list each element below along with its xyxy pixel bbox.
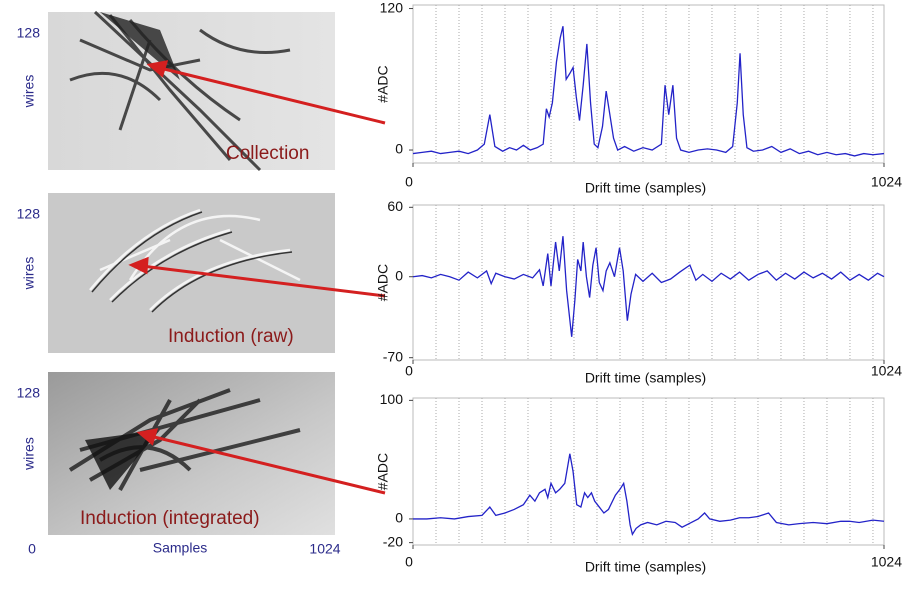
detector-image: [48, 372, 335, 535]
x-axis-label: Drift time (samples): [585, 559, 706, 575]
detector-image: [48, 10, 335, 172]
y-max-label: 128: [17, 25, 41, 41]
x-axis-label: Drift time (samples): [585, 370, 706, 386]
y-max-label: 128: [17, 206, 41, 222]
panel-label: Induction (integrated): [80, 508, 260, 529]
y-tick-label: 100: [380, 391, 404, 407]
panel-label: Collection: [226, 143, 309, 164]
x-min-label: 0: [28, 541, 36, 557]
x-tick-label: 0: [405, 174, 413, 190]
series-line: [412, 26, 885, 157]
series-line: [412, 236, 885, 337]
y-axis-label: #ADC: [375, 65, 391, 102]
x-tick-label: 1024: [871, 174, 902, 190]
y-axis-label: #ADC: [375, 264, 391, 301]
y-tick-label: 0: [395, 267, 403, 283]
panel-labels: 128 wires Collection 128 wires Induction (raw…: [17, 25, 341, 557]
y-tick-label: 120: [380, 0, 404, 15]
y-tick-label: -70: [383, 348, 403, 364]
y-tick-label: 60: [387, 198, 403, 214]
y-tick-label: 0: [395, 510, 403, 526]
x-tick-label: 0: [405, 554, 413, 570]
y-axis-label: wires: [21, 437, 37, 471]
y-tick-label: 0: [395, 141, 403, 157]
panel-label: Induction (raw): [168, 326, 294, 347]
y-axis-label: wires: [21, 257, 37, 291]
x-tick-label: 1024: [871, 554, 902, 570]
plot-area: [412, 4, 885, 164]
arrows: [128, 60, 386, 495]
y-max-label: 128: [17, 385, 41, 401]
series-line: [413, 453, 885, 536]
y-axis-label: #ADC: [375, 453, 391, 490]
plot-area: [412, 397, 885, 546]
x-max-label: 1024: [309, 541, 340, 557]
x-axis-label: Drift time (samples): [585, 180, 706, 196]
y-axis-label: wires: [21, 75, 37, 109]
x-axis-label: Samples: [153, 540, 207, 556]
x-tick-label: 0: [405, 363, 413, 379]
plot-area: [412, 204, 885, 361]
x-tick-label: 1024: [871, 363, 902, 379]
y-tick-label: -20: [383, 533, 403, 549]
